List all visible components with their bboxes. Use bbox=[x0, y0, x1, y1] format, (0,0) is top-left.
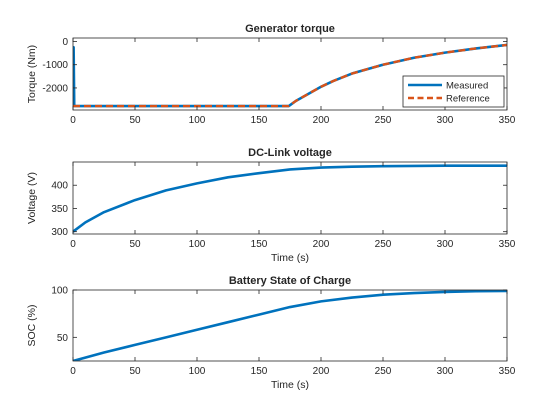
axes-box bbox=[72, 289, 508, 362]
y-tick-label: 300 bbox=[51, 227, 68, 238]
x-tick-label: 350 bbox=[499, 239, 516, 250]
x-tick-label: 350 bbox=[499, 366, 516, 377]
x-tick-label: 100 bbox=[189, 239, 206, 250]
y-axis-label: Torque (Nm) bbox=[26, 45, 38, 103]
x-tick-label: 300 bbox=[437, 366, 454, 377]
legend-label-measured: Measured bbox=[446, 81, 488, 92]
series-line-main bbox=[73, 290, 507, 361]
x-tick-label: 200 bbox=[313, 239, 330, 250]
chart-title: Generator torque bbox=[245, 23, 335, 35]
series-line-reference bbox=[73, 43, 507, 108]
subplot-1: 0 50 100 150 200 250 300 350 -2000 -1000 0 Generato… bbox=[26, 23, 516, 126]
y-tick-label: -1000 bbox=[42, 60, 68, 71]
x-tick-label: 350 bbox=[499, 115, 516, 126]
x-tick-label: 300 bbox=[437, 115, 454, 126]
x-tick-label: 150 bbox=[251, 239, 268, 250]
series-line-main bbox=[73, 164, 507, 233]
chart-title: Battery State of Charge bbox=[229, 275, 351, 287]
x-tick-label: 100 bbox=[189, 115, 206, 126]
x-tick-label: 300 bbox=[437, 239, 454, 250]
legend-box bbox=[402, 75, 505, 108]
axes-box bbox=[72, 161, 508, 235]
x-tick-label: 150 bbox=[251, 115, 268, 126]
y-axis-label: Voltage (V) bbox=[26, 172, 38, 224]
x-tick-label: 200 bbox=[313, 366, 330, 377]
x-tick-label: 50 bbox=[129, 239, 141, 250]
subplot-3: 0 50 100 150 200 250 300 350 50 100 Battery State … bbox=[26, 275, 516, 391]
y-tick-label: -2000 bbox=[42, 83, 68, 94]
x-tick-label: 50 bbox=[129, 115, 141, 126]
y-tick-label: 0 bbox=[62, 37, 68, 48]
x-tick-label: 0 bbox=[70, 239, 76, 250]
chart-title: DC-Link voltage bbox=[248, 147, 332, 159]
y-axis-label: SOC (%) bbox=[26, 305, 38, 347]
x-tick-label: 100 bbox=[189, 366, 206, 377]
x-tick-label: 250 bbox=[375, 239, 392, 250]
axes-box bbox=[72, 37, 508, 111]
y-tick-label: 400 bbox=[51, 181, 68, 192]
x-tick-label: 250 bbox=[375, 366, 392, 377]
y-tick-label: 350 bbox=[51, 204, 68, 215]
y-tick-label: 50 bbox=[57, 333, 69, 344]
x-tick-label: 50 bbox=[129, 366, 141, 377]
x-tick-label: 250 bbox=[375, 115, 392, 126]
x-tick-label: 150 bbox=[251, 366, 268, 377]
plot-area bbox=[73, 290, 507, 361]
x-axis-label: Time (s) bbox=[271, 379, 309, 391]
x-axis-label: Time (s) bbox=[271, 252, 309, 264]
legend: Measured Reference bbox=[402, 75, 505, 108]
legend-label-reference: Reference bbox=[446, 94, 490, 105]
y-tick-label: 100 bbox=[51, 286, 68, 297]
x-tick-label: 200 bbox=[313, 115, 330, 126]
x-tick-label: 0 bbox=[70, 366, 76, 377]
subplot-2: 0 50 100 150 200 250 300 350 300 350 400 DC-Link vo… bbox=[26, 147, 516, 264]
x-tick-label: 0 bbox=[70, 115, 76, 126]
